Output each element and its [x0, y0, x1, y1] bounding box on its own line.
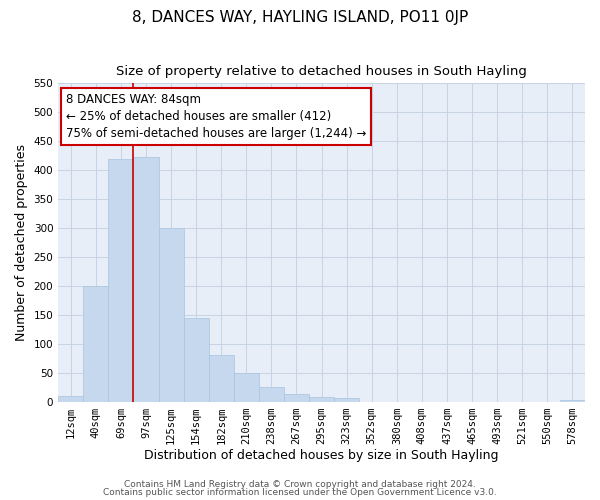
- Text: 8 DANCES WAY: 84sqm
← 25% of detached houses are smaller (412)
75% of semi-detac: 8 DANCES WAY: 84sqm ← 25% of detached ho…: [66, 93, 367, 140]
- Bar: [309, 397, 334, 402]
- Bar: [184, 318, 209, 402]
- Text: 8, DANCES WAY, HAYLING ISLAND, PO11 0JP: 8, DANCES WAY, HAYLING ISLAND, PO11 0JP: [132, 10, 468, 25]
- Text: Contains public sector information licensed under the Open Government Licence v3: Contains public sector information licen…: [103, 488, 497, 497]
- Bar: [284, 394, 309, 402]
- X-axis label: Distribution of detached houses by size in South Hayling: Distribution of detached houses by size …: [145, 450, 499, 462]
- Bar: [109, 158, 133, 402]
- Bar: [234, 372, 259, 402]
- Bar: [83, 286, 109, 402]
- Bar: [334, 398, 359, 402]
- Bar: [133, 158, 158, 402]
- Bar: [209, 356, 234, 402]
- Y-axis label: Number of detached properties: Number of detached properties: [15, 144, 28, 341]
- Title: Size of property relative to detached houses in South Hayling: Size of property relative to detached ho…: [116, 65, 527, 78]
- Bar: [58, 396, 83, 402]
- Bar: [259, 387, 284, 402]
- Bar: [158, 228, 184, 402]
- Text: Contains HM Land Registry data © Crown copyright and database right 2024.: Contains HM Land Registry data © Crown c…: [124, 480, 476, 489]
- Bar: [560, 400, 585, 402]
